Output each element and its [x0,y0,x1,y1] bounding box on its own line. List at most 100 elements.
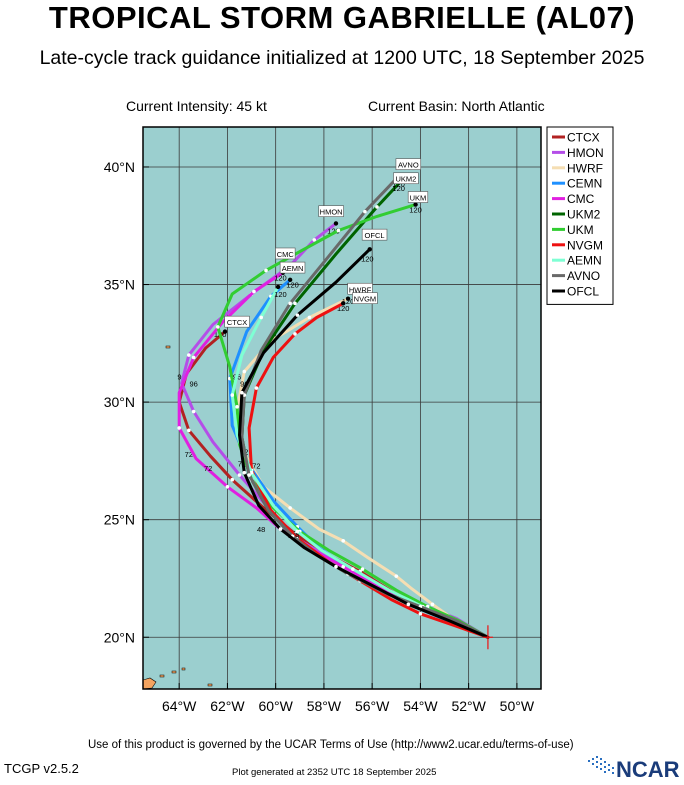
track-point [351,567,355,571]
track-point [247,473,251,477]
track-point [215,325,220,329]
track-point [230,393,235,397]
x-tick-label: 52°W [451,698,486,714]
track-point [191,409,196,414]
endpoint-label-text: AEMN [282,264,304,273]
y-tick-label: 25°N [104,512,135,528]
small-island [181,667,186,671]
x-tick-label: 62°W [210,698,245,714]
forecast-hour-label: 120 [327,226,340,235]
endpoint-label-text: OFCL [365,231,385,240]
track-point [254,386,259,390]
page-subtitle: Late-cycle track guidance initialized at… [39,47,645,69]
track-point [264,268,268,273]
x-tick-label: 50°W [500,698,535,714]
track-point [278,527,283,531]
track-end-point [222,329,228,334]
ncar-logo-text: NCAR [616,757,680,780]
endpoint-label-text: CTCX [227,318,247,327]
track-point [293,332,297,336]
y-tick-label: 35°N [104,277,135,293]
x-tick-label: 54°W [403,698,438,714]
legend-label: UKM2 [567,208,601,222]
forecast-hour-label: 120 [286,281,299,290]
track-point [293,301,297,306]
endpoint-label: AVNO [395,158,422,170]
track-point [406,602,411,607]
forecast-hour-label: 120 [274,290,287,299]
track-point [187,428,191,433]
legend-item-ukm: UKM [552,223,594,237]
track-point [242,369,247,374]
small-island [165,345,171,349]
endpoint-label-box [407,191,429,203]
legend-item-hwrf: HWRF [552,161,603,175]
endpoint-label: NVGM [352,292,378,304]
track-point [237,473,242,477]
track-point [177,426,181,430]
track-point [312,238,317,242]
endpoint-label-box [279,261,306,274]
endpoint-label-box [318,205,344,217]
endpoint-label: CMC [275,247,296,260]
endpoint-label: OFCL [361,228,388,241]
track-point [242,393,247,397]
y-tick-label: 20°N [104,629,135,645]
legend-label: NVGM [567,238,603,252]
ncar-logo: NCAR [586,752,684,785]
legend-item-ukm2: UKM2 [552,208,601,222]
legend-item-cmc: CMC [552,192,595,206]
small-island [207,683,213,687]
endpoint-label: UKM [407,191,429,203]
track-point [295,313,300,317]
legend-item-cemn: CEMN [552,177,602,191]
endpoint-label: UKM2 [393,172,419,185]
endpoint-label-text: HMON [320,208,343,217]
page-title: TROPICAL STORM GABRIELLE (AL07) [48,0,636,35]
y-tick-label: 40°N [104,159,135,175]
forecast-hour-label: 120 [361,255,374,264]
legend-label: CTCX [567,131,600,145]
forecast-hour-label: 120 [392,184,405,193]
forecast-hour-label: 120 [409,205,422,214]
legend-item-avno: AVNO [552,269,600,283]
forecast-hour-label: 120 [342,297,355,306]
endpoint-label-text: UKM [410,194,427,203]
track-ofcl: 120 [238,247,490,639]
endpoint-label-box [361,228,388,241]
y-tick-label: 30°N [104,394,135,410]
track-point [191,355,196,360]
track-end-point [413,202,418,207]
track-point [249,470,254,475]
forecast-hour-label: 96 [177,372,185,381]
map-ocean [143,127,541,689]
track-end-point [367,247,372,252]
endpoint-label-box [395,158,422,170]
legend-item-nvgm: NVGM [552,238,603,252]
legend-label: HMON [567,146,604,160]
track-point [375,205,379,209]
generated-timestamp: Plot generated at 2352 UTC 18 September … [232,767,437,778]
track-point [240,390,244,395]
terms-of-use: Use of this product is governed by the U… [88,739,574,751]
track-point [288,506,292,510]
forecast-hour-label: 48 [257,525,265,534]
track-end-point [341,301,346,306]
endpoint-label: HMON [318,205,344,217]
track-point [235,405,239,409]
version-label: TCGP v2.5.2 [4,761,79,776]
small-island [159,674,165,678]
track-point [341,539,346,543]
track-point [418,611,423,616]
forecast-hour-label: 72 [252,462,260,471]
forecast-hour-label: 96 [240,379,248,388]
current-basin: Current Basin: North Atlantic [368,98,545,114]
endpoint-label-text: AVNO [398,161,419,170]
endpoint-label-text: NVGM [354,295,377,304]
legend-item-ctcx: CTCX [552,131,600,145]
x-tick-label: 56°W [355,698,390,714]
track-end-point [287,277,293,283]
track-line [247,301,490,639]
endpoint-label-box [275,247,296,260]
